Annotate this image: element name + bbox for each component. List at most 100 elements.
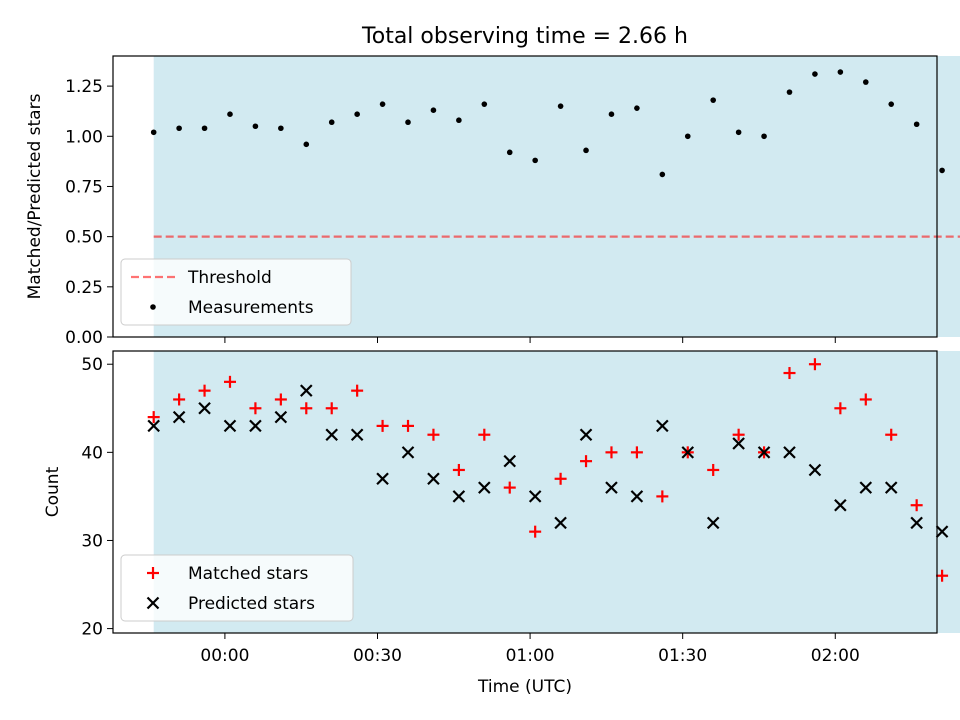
y-tick-label: 0.75 — [65, 177, 103, 197]
predicted-star-marker-b — [223, 419, 237, 433]
predicted-star-marker-b — [249, 419, 262, 433]
predicted-star-marker-b — [935, 525, 949, 538]
matched-star-marker — [274, 393, 287, 406]
predicted-star-marker-b — [859, 481, 873, 494]
x-tick-label: 01:30 — [658, 646, 707, 666]
predicted-star-marker-b — [401, 446, 415, 459]
ratio-y-axis: 0.00 0.25 0.50 0.75 1.00 1.25 — [65, 77, 113, 348]
count-axes-frame — [112, 350, 938, 634]
predicted-star-marker — [274, 410, 288, 424]
predicted-star-marker-b — [376, 472, 389, 486]
predicted-star-marker-b — [350, 428, 364, 441]
predicted-star-marker — [605, 481, 618, 494]
ratio-y-axis-label: Matched/Predicted stars — [25, 93, 45, 299]
predicted-star-marker-b — [579, 428, 593, 441]
predicted-star-marker-b — [681, 446, 695, 459]
x-axis-label: Time (UTC) — [477, 677, 572, 697]
count-y-axis: 20 30 40 50 — [81, 355, 113, 640]
measurement-point — [303, 141, 310, 148]
predicted-star-marker — [554, 516, 567, 530]
matched-star-marker — [885, 428, 898, 441]
predicted-star-marker-b — [630, 490, 644, 503]
predicted-star-marker-b — [605, 481, 618, 494]
predicted-star-marker — [452, 490, 466, 503]
measurement-point — [710, 97, 716, 103]
measurement-point — [176, 125, 182, 132]
measurement-point — [812, 71, 818, 77]
matched-star-marker — [249, 402, 262, 415]
chart-title: Total observing time = 2.66 h — [361, 24, 688, 49]
measurement-point — [786, 89, 793, 95]
matched-star-marker — [834, 402, 847, 415]
matched-star-marker — [223, 375, 236, 388]
predicted-star-marker-b — [783, 446, 796, 459]
predicted-star-marker-b — [274, 410, 288, 424]
x-tick-label: 01:00 — [506, 646, 555, 666]
legend-label: Predicted stars — [188, 594, 315, 614]
matched-star-marker — [580, 455, 593, 468]
matched-star-marker — [783, 367, 796, 380]
matched-star-marker — [605, 446, 618, 459]
predicted-star-marker — [783, 446, 796, 459]
matched-star-marker — [402, 419, 415, 432]
predicted-star-marker — [427, 472, 440, 486]
matched-star-marker — [529, 525, 542, 538]
legend-box — [120, 554, 354, 622]
ratio-axes-frame — [112, 55, 938, 338]
matched-star-marker — [427, 428, 440, 441]
predicted-star-marker-b — [478, 481, 491, 494]
y-tick-label: 1.25 — [65, 77, 103, 97]
matched-star-marker — [656, 490, 669, 503]
predicted-star-marker — [401, 446, 415, 459]
matched-star-marker — [707, 463, 720, 476]
measurement-point — [862, 79, 869, 85]
y-tick-label: 0.25 — [65, 278, 103, 298]
ratio-plot-area — [150, 69, 960, 238]
predicted-star-marker-b — [325, 428, 338, 441]
legend-predicted-swatch — [146, 596, 160, 610]
measurement-point — [634, 105, 640, 111]
predicted-star-marker — [300, 384, 313, 397]
matched-star-marker — [503, 481, 516, 494]
matched-star-marker — [732, 428, 745, 441]
predicted-star-marker-b — [656, 419, 669, 433]
predicted-star-marker — [147, 419, 160, 433]
measurement-point — [405, 119, 411, 126]
matched-star-marker — [198, 384, 211, 397]
predicted-star-marker-b — [808, 463, 822, 477]
predicted-star-marker — [935, 525, 949, 538]
legend-measurement-swatch — [150, 304, 156, 310]
y-tick-label: 20 — [81, 620, 103, 640]
legend-box — [120, 258, 352, 326]
measurement-point — [430, 107, 437, 113]
predicted-star-marker — [325, 428, 338, 441]
predicted-star-marker-b — [147, 419, 160, 433]
matched-star-marker — [173, 393, 186, 406]
predicted-star-marker-b — [834, 498, 847, 512]
y-tick-label: 0.00 — [65, 328, 103, 348]
measurement-point — [328, 119, 335, 126]
predicted-star-marker — [198, 402, 211, 415]
predicted-star-marker — [478, 481, 491, 494]
matched-star-marker — [936, 569, 949, 582]
predicted-star-marker — [757, 446, 771, 459]
predicted-star-marker — [503, 454, 517, 468]
predicted-star-marker-b — [554, 516, 567, 530]
y-tick-label: 1.00 — [65, 127, 103, 147]
predicted-star-marker — [706, 516, 720, 530]
predicted-star-marker-b — [884, 481, 898, 494]
matched-star-marker — [478, 428, 491, 441]
measurement-point — [532, 157, 538, 164]
predicted-star-marker-b — [427, 472, 440, 486]
matched-star-marker — [630, 446, 643, 459]
predicted-star-marker-b — [732, 437, 745, 450]
predicted-star-marker — [808, 463, 822, 477]
predicted-star-marker-b — [503, 454, 517, 468]
measurement-point — [354, 111, 360, 118]
measurement-point — [227, 111, 233, 118]
predicted-star-marker — [223, 419, 237, 433]
measurement-point — [888, 101, 895, 107]
predicted-star-marker — [884, 481, 898, 494]
